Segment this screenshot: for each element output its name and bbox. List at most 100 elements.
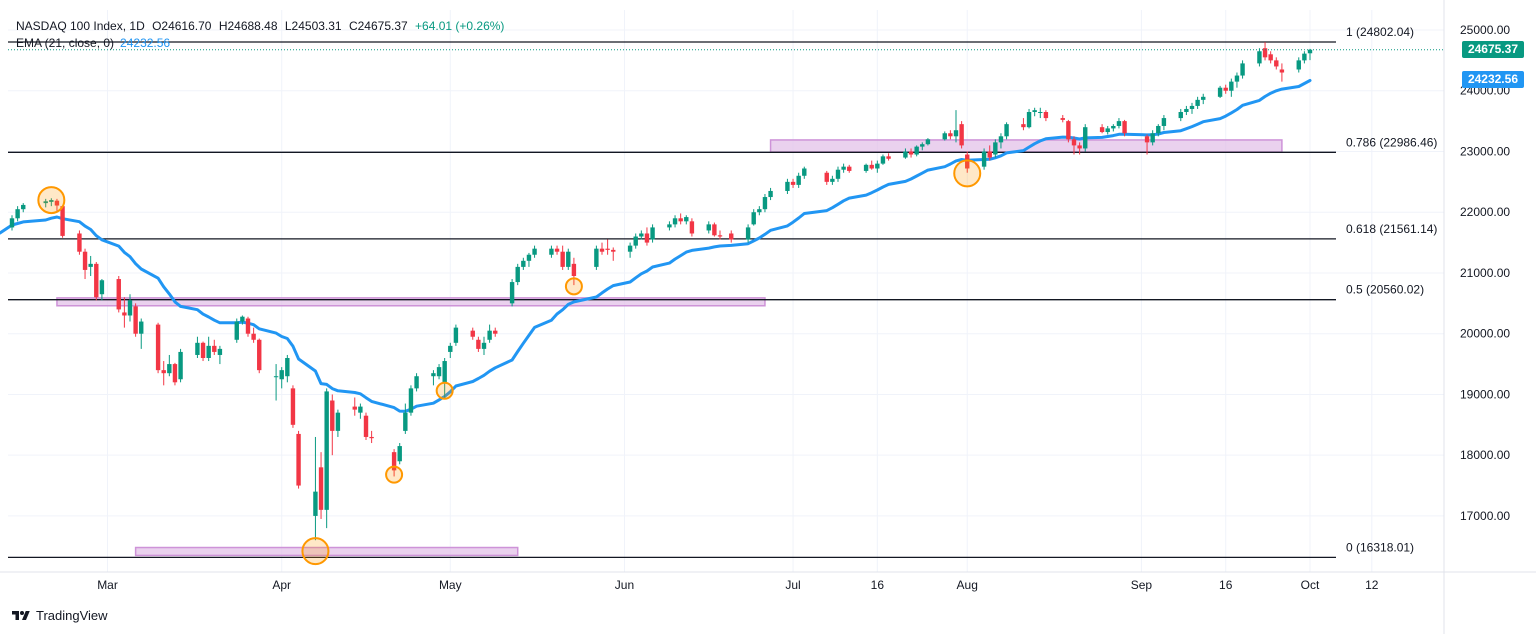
candle[interactable]	[172, 362, 178, 386]
candle[interactable]	[796, 172, 801, 188]
candle[interactable]	[987, 145, 992, 161]
candle[interactable]	[509, 279, 515, 307]
candle[interactable]	[633, 233, 638, 249]
candle[interactable]	[605, 239, 610, 255]
candle[interactable]	[886, 153, 891, 161]
candle[interactable]	[948, 130, 953, 140]
candle[interactable]	[1262, 42, 1268, 61]
candle[interactable]	[206, 336, 211, 362]
candle[interactable]	[414, 373, 419, 392]
candle[interactable]	[712, 222, 717, 237]
candle[interactable]	[981, 148, 987, 170]
candle[interactable]	[1279, 63, 1285, 82]
candle[interactable]	[875, 160, 880, 173]
candle[interactable]	[611, 247, 616, 261]
candle[interactable]	[678, 213, 683, 225]
candle[interactable]	[1274, 57, 1279, 70]
candle[interactable]	[757, 206, 762, 216]
candle[interactable]	[217, 345, 223, 365]
candle[interactable]	[442, 358, 447, 398]
candle[interactable]	[212, 339, 217, 355]
tradingview-brand[interactable]: TradingView	[10, 608, 108, 623]
candle[interactable]	[1026, 108, 1032, 129]
candle[interactable]	[571, 257, 577, 286]
candle[interactable]	[313, 436, 318, 541]
candle[interactable]	[684, 215, 689, 225]
candle[interactable]	[127, 294, 133, 322]
candle[interactable]	[526, 252, 532, 267]
candle[interactable]	[549, 245, 554, 258]
candle[interactable]	[133, 303, 138, 337]
candle[interactable]	[1071, 136, 1077, 155]
candle[interactable]	[785, 178, 790, 194]
candle[interactable]	[560, 245, 565, 270]
time-axis[interactable]: Mar Apr May Jun Jul 16 Aug Sep 16 Oct 12	[0, 571, 1536, 592]
candle[interactable]	[847, 164, 852, 173]
candle[interactable]	[802, 166, 807, 179]
candle[interactable]	[1038, 107, 1043, 119]
candle[interactable]	[1032, 107, 1037, 117]
candle[interactable]	[532, 245, 537, 258]
candle[interactable]	[403, 403, 408, 434]
candle[interactable]	[324, 388, 329, 529]
candle[interactable]	[672, 215, 678, 228]
price-axis[interactable]: 25000.0024000.0023000.0022000.0021000.00…	[1443, 0, 1510, 634]
candle[interactable]	[667, 221, 672, 231]
candle[interactable]	[908, 148, 914, 158]
candle[interactable]	[1004, 122, 1009, 140]
candle[interactable]	[942, 131, 947, 141]
candle[interactable]	[639, 230, 644, 240]
candle[interactable]	[869, 160, 874, 170]
candle[interactable]	[116, 276, 121, 313]
candle[interactable]	[903, 148, 908, 159]
candle[interactable]	[1296, 57, 1301, 73]
candle[interactable]	[650, 224, 655, 243]
candle[interactable]	[1105, 125, 1110, 135]
candle[interactable]	[717, 230, 723, 240]
candle[interactable]	[290, 385, 296, 428]
candle[interactable]	[1083, 124, 1088, 152]
candle[interactable]	[352, 397, 357, 416]
candle[interactable]	[644, 227, 650, 246]
ema-legend[interactable]: EMA (21, close, 0) 24232.56	[16, 35, 508, 52]
candle[interactable]	[273, 364, 279, 401]
ema-line[interactable]	[0, 79, 1312, 413]
candle[interactable]	[830, 175, 835, 185]
candle[interactable]	[49, 198, 54, 207]
candle[interactable]	[99, 279, 105, 301]
candle[interactable]	[54, 198, 60, 212]
candle[interactable]	[1240, 60, 1245, 79]
candle[interactable]	[953, 110, 959, 143]
candle[interactable]	[521, 257, 526, 270]
candle[interactable]	[448, 342, 453, 358]
candle[interactable]	[363, 412, 369, 440]
candle[interactable]	[1077, 142, 1082, 155]
candle[interactable]	[1223, 84, 1228, 94]
candle[interactable]	[768, 187, 773, 201]
candle[interactable]	[358, 403, 363, 419]
candle[interactable]	[1184, 105, 1189, 116]
candle[interactable]	[139, 318, 144, 349]
candle[interactable]	[155, 322, 161, 374]
candle[interactable]	[178, 348, 183, 383]
candle[interactable]	[476, 336, 481, 352]
candle[interactable]	[1268, 51, 1273, 64]
candle[interactable]	[1217, 85, 1223, 99]
candle[interactable]	[470, 327, 475, 340]
candle[interactable]	[161, 361, 166, 386]
candle[interactable]	[122, 297, 127, 328]
candle[interactable]	[1122, 119, 1127, 137]
candle[interactable]	[599, 242, 605, 255]
candle[interactable]	[515, 263, 520, 286]
candle[interactable]	[1229, 78, 1234, 97]
symbol-label[interactable]: NASDAQ 100 Index, 1D	[16, 19, 145, 33]
candle[interactable]	[167, 354, 172, 377]
candle[interactable]	[863, 163, 869, 173]
candle[interactable]	[1307, 48, 1313, 61]
candle[interactable]	[1116, 118, 1122, 129]
candle[interactable]	[77, 230, 82, 255]
candle[interactable]	[481, 336, 487, 355]
candle[interactable]	[1043, 110, 1049, 122]
candle[interactable]	[493, 327, 498, 337]
